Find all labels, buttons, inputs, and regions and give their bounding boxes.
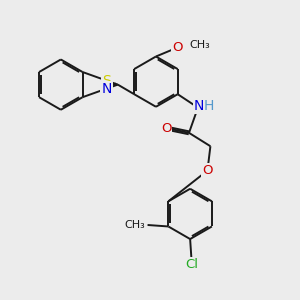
Text: CH₃: CH₃ bbox=[124, 220, 145, 230]
Text: CH₃: CH₃ bbox=[190, 40, 211, 50]
Text: N: N bbox=[101, 82, 112, 96]
Text: H: H bbox=[204, 99, 214, 113]
Text: O: O bbox=[202, 164, 213, 177]
Text: O: O bbox=[161, 122, 171, 135]
Text: S: S bbox=[102, 74, 111, 88]
Text: O: O bbox=[172, 41, 183, 54]
Text: N: N bbox=[194, 99, 204, 113]
Text: Cl: Cl bbox=[185, 258, 198, 272]
